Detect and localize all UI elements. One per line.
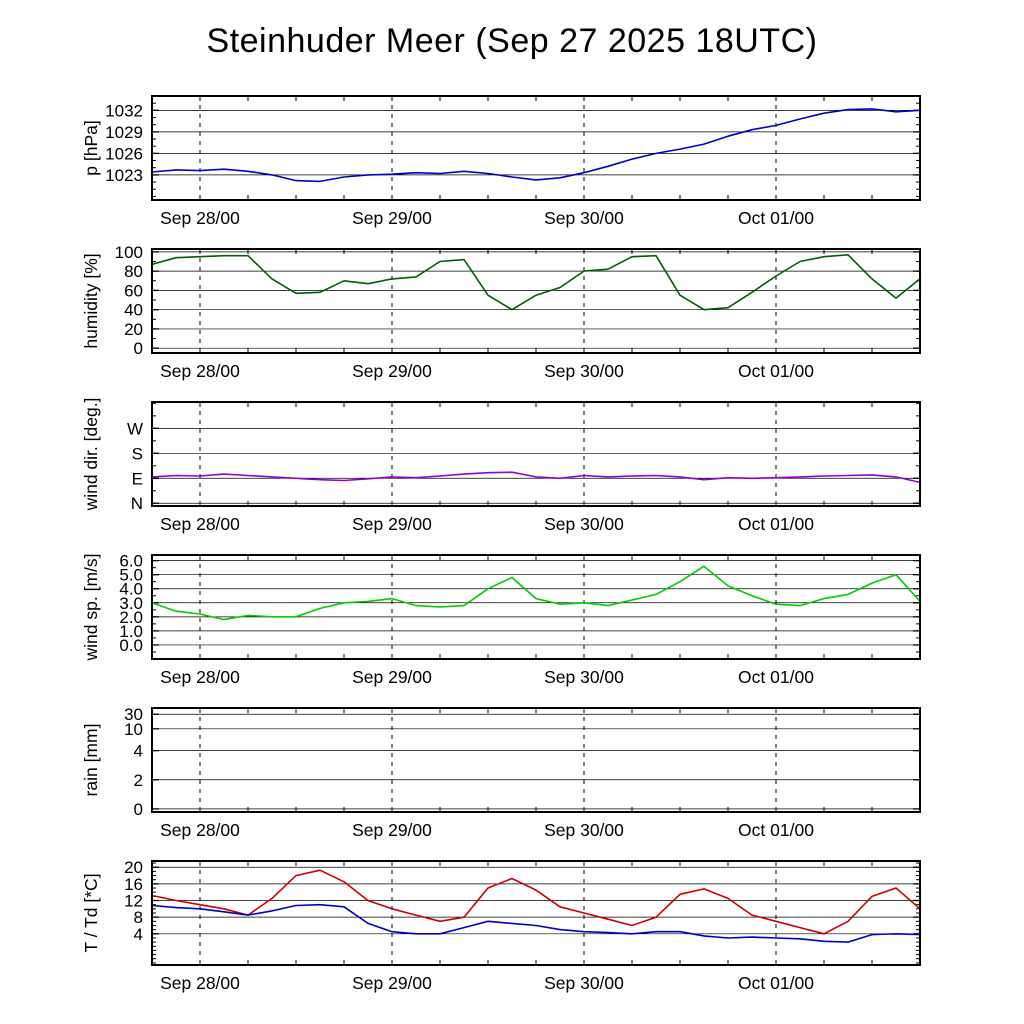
y-axis-label: rain [mm] <box>81 724 101 797</box>
x-tick-label: Sep 29/00 <box>352 361 432 381</box>
y-tick-label: 3.0 <box>119 594 143 613</box>
chart-title: Steinhuder Meer (Sep 27 2025 18UTC) <box>206 22 818 60</box>
x-tick-label: Sep 30/00 <box>544 667 624 687</box>
x-tick-label: Sep 29/00 <box>352 514 432 534</box>
x-tick-label: Sep 30/00 <box>544 361 624 381</box>
x-tick-label: Sep 28/00 <box>160 667 240 687</box>
y-tick-label: 4 <box>134 925 143 944</box>
y-tick-label: 40 <box>124 301 143 320</box>
x-tick-label: Oct 01/00 <box>738 361 814 381</box>
x-tick-label: Sep 29/00 <box>352 820 432 840</box>
x-tick-label: Sep 28/00 <box>160 820 240 840</box>
y-tick-label: 20 <box>124 320 143 339</box>
x-tick-label: Sep 28/00 <box>160 361 240 381</box>
y-tick-label: 4 <box>134 742 143 761</box>
series-temperature <box>151 869 921 935</box>
x-tick-label: Sep 30/00 <box>544 973 624 993</box>
x-tick-label: Oct 01/00 <box>738 208 814 228</box>
y-tick-label: 0 <box>134 339 143 358</box>
meteogram-panels: 1023 1026 1029 1032 Sep 28/00 Sep 29/00 Sep 30… <box>0 86 1024 1004</box>
y-tick-label: 1023 <box>105 166 143 185</box>
x-tick-label: Sep 28/00 <box>160 514 240 534</box>
y-tick-label: 8 <box>134 908 143 927</box>
y-tick-label: 1026 <box>105 144 143 163</box>
y-tick-label: 60 <box>124 281 143 300</box>
y-tick-label: 30 <box>124 705 143 724</box>
y-tick-label: N <box>131 494 143 513</box>
y-axis-label: humidity [%] <box>81 253 101 348</box>
y-tick-label: 5.0 <box>119 566 143 585</box>
y-tick-label: 2.0 <box>119 608 143 627</box>
y-tick-label: 100 <box>115 243 143 262</box>
y-tick-label: 0 <box>134 800 143 819</box>
y-tick-label: 16 <box>124 875 143 894</box>
x-tick-label: Oct 01/00 <box>738 973 814 993</box>
series-dew-point <box>151 903 921 943</box>
y-tick-label: 4.0 <box>119 580 143 599</box>
x-tick-label: Oct 01/00 <box>738 820 814 840</box>
x-tick-label: Sep 29/00 <box>352 667 432 687</box>
y-axis-label: wind dir. [deg.] <box>81 398 101 512</box>
x-tick-label: Oct 01/00 <box>738 667 814 687</box>
x-tick-label: Sep 30/00 <box>544 820 624 840</box>
y-axis-label: T / Td [*C] <box>81 873 101 952</box>
series-pressure <box>151 108 921 183</box>
x-tick-label: Oct 01/00 <box>738 514 814 534</box>
y-tick-label: 1.0 <box>119 622 143 641</box>
x-tick-label: Sep 28/00 <box>160 208 240 228</box>
x-tick-label: Sep 30/00 <box>544 208 624 228</box>
x-tick-label: Sep 29/00 <box>352 208 432 228</box>
y-tick-label: 10 <box>124 720 143 739</box>
panel-pressure: 1023 1026 1029 1032 Sep 28/00 Sep 29/00 Sep 30… <box>81 95 921 228</box>
x-tick-label: Sep 30/00 <box>544 514 624 534</box>
y-tick-label: E <box>132 469 143 488</box>
y-tick-label: 12 <box>124 892 143 911</box>
y-tick-label: 6.0 <box>119 552 143 571</box>
panel-wind-speed: 0.01.02.03.04.05.06.0 Sep 28/00 Sep 29/00 S… <box>81 552 921 687</box>
y-tick-label: W <box>127 419 143 438</box>
series-wind-direction <box>151 471 921 484</box>
y-tick-label: 1029 <box>105 123 143 142</box>
y-tick-label: 0.0 <box>119 636 143 655</box>
series-humidity <box>151 254 921 311</box>
y-tick-label: S <box>132 444 143 463</box>
x-tick-label: Sep 28/00 <box>160 973 240 993</box>
y-tick-label: 20 <box>124 858 143 877</box>
y-tick-label: 2 <box>134 771 143 790</box>
y-tick-label: 80 <box>124 262 143 281</box>
x-tick-label: Sep 29/00 <box>352 973 432 993</box>
series-wind-speed <box>151 565 921 621</box>
y-tick-label: 1032 <box>105 101 143 120</box>
y-axis-label: wind sp. [m/s] <box>81 554 101 662</box>
y-axis-label: p [hPa] <box>81 120 101 175</box>
